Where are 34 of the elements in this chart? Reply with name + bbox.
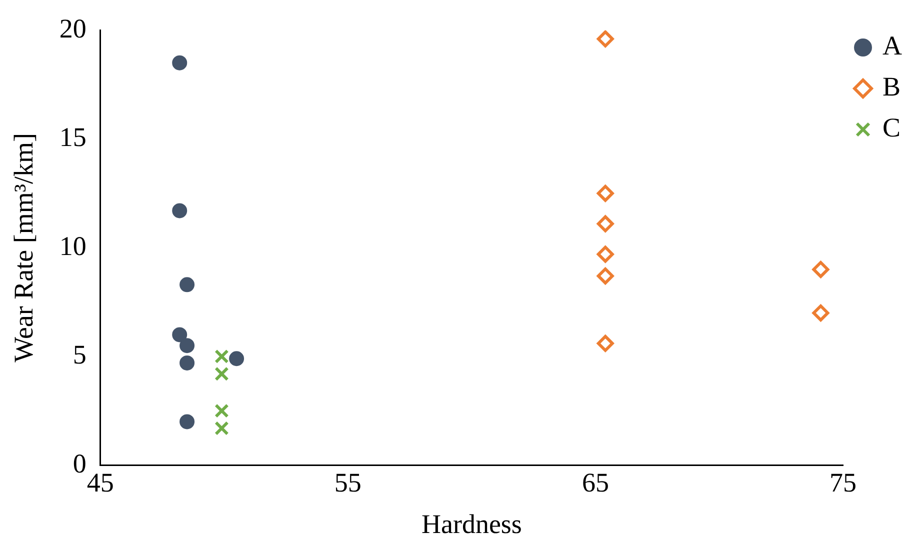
point (180, 414, 195, 430)
y-tick-label: 5 (72, 340, 86, 370)
point (596, 334, 614, 352)
point (596, 215, 614, 232)
x-tick-label: 75 (830, 467, 856, 498)
point (229, 351, 244, 366)
point (812, 304, 830, 322)
point (172, 55, 188, 70)
y-axis-title: Wear Rate [mm³/km] (8, 133, 38, 362)
point (812, 260, 830, 278)
legend-label: C (882, 112, 901, 143)
point (596, 267, 614, 284)
x-tick-label: 65 (582, 467, 609, 498)
y-tick-label: 0 (72, 448, 86, 478)
point (180, 338, 195, 354)
point (596, 184, 614, 202)
point (172, 203, 188, 218)
x-axis-title: Hardness (421, 508, 522, 539)
x-tick-label: 45 (86, 467, 114, 498)
point (214, 366, 229, 382)
point (596, 30, 614, 48)
y-tick-label: 10 (59, 230, 86, 261)
y-tick-label: 20 (59, 13, 86, 44)
point (214, 421, 229, 436)
point (180, 277, 195, 292)
y-tick-label: 15 (59, 122, 86, 152)
legend-label: B (882, 72, 901, 102)
point (596, 246, 614, 263)
legend-label: A (882, 30, 902, 61)
point (172, 327, 188, 342)
point (214, 349, 229, 364)
point (180, 355, 195, 370)
point (214, 404, 229, 418)
x-tick-label: 55 (334, 467, 362, 498)
